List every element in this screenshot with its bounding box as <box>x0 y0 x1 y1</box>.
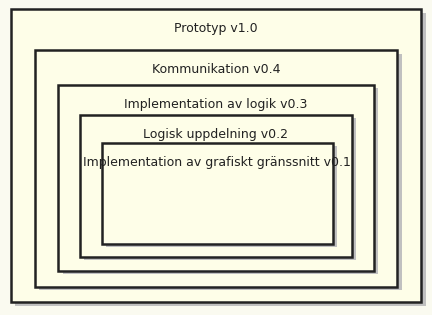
Bar <box>106 146 337 247</box>
Bar <box>39 54 402 290</box>
Text: Prototyp v1.0: Prototyp v1.0 <box>174 22 258 35</box>
Bar <box>102 143 333 244</box>
Bar <box>35 50 397 287</box>
Text: Logisk uppdelning v0.2: Logisk uppdelning v0.2 <box>143 128 289 140</box>
Bar <box>84 118 356 260</box>
Bar <box>63 88 378 274</box>
Text: Implementation av logik v0.3: Implementation av logik v0.3 <box>124 98 308 111</box>
Bar <box>58 85 374 271</box>
Text: Implementation av grafiskt gränssnitt v0.1: Implementation av grafiskt gränssnitt v0… <box>83 156 351 169</box>
Text: Kommunikation v0.4: Kommunikation v0.4 <box>152 63 280 76</box>
Bar <box>80 115 352 257</box>
